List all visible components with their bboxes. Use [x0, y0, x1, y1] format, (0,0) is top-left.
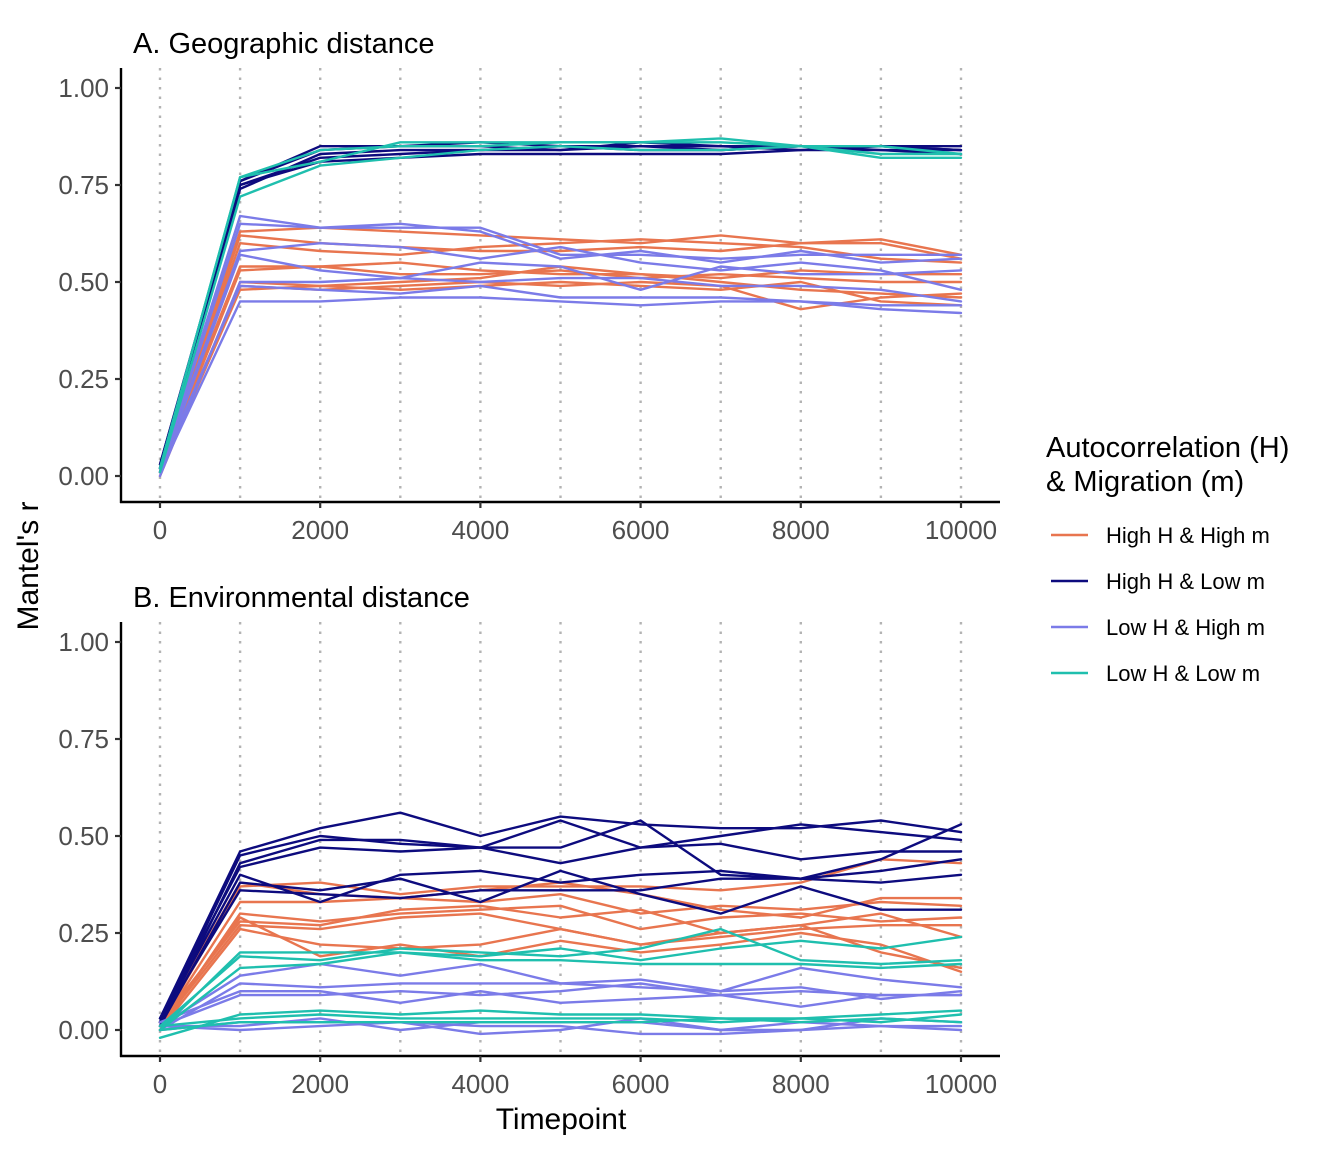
series-line	[158, 811, 963, 1020]
series-line	[158, 1017, 963, 1032]
series-line	[158, 238, 963, 474]
series-line	[158, 276, 963, 478]
series-line	[158, 226, 963, 470]
y-tick-label: 0.50	[58, 821, 109, 851]
series-line	[158, 261, 963, 470]
legend: Autocorrelation (H) & Migration (m) High…	[1046, 432, 1289, 686]
series-line	[158, 137, 963, 470]
series-line	[158, 869, 963, 1028]
series-line	[158, 951, 963, 1032]
series-line	[158, 924, 963, 1032]
panel-b-title: B. Environmental distance	[133, 582, 470, 614]
series-line	[158, 241, 963, 470]
y-tick-label: 1.00	[58, 73, 109, 103]
x-tick-label: 6000	[612, 515, 670, 545]
series-line	[158, 893, 963, 1028]
series-line	[158, 916, 963, 1028]
panel-a-title: A. Geographic distance	[133, 28, 434, 60]
series-line	[158, 982, 963, 1032]
y-tick-label: 0.75	[58, 724, 109, 754]
x-tick-label: 2000	[291, 1069, 349, 1099]
series-line	[158, 253, 963, 474]
y-tick-label: 0.25	[58, 918, 109, 948]
legend-label: High H & Low m	[1106, 569, 1265, 594]
x-tick-label: 8000	[772, 1069, 830, 1099]
x-tick-label: 10000	[925, 515, 997, 545]
series-line	[158, 284, 963, 470]
series-line	[158, 1013, 963, 1028]
series-line	[158, 1021, 963, 1036]
legend-title-line1: Autocorrelation (H)	[1046, 432, 1289, 464]
series-line	[158, 1009, 963, 1040]
y-tick-label: 0.00	[58, 461, 109, 491]
series-line	[158, 990, 963, 1024]
series-line	[158, 234, 963, 474]
y-tick-label: 0.25	[58, 364, 109, 394]
x-tick-label: 2000	[291, 515, 349, 545]
y-tick-label: 0.75	[58, 170, 109, 200]
series-line	[158, 904, 963, 1032]
series-line	[158, 935, 963, 1032]
series-line	[158, 265, 963, 474]
legend-title-line2: & Migration (m)	[1046, 466, 1244, 498]
x-axis-title: Timepoint	[496, 1103, 627, 1136]
x-tick-label: 6000	[612, 1069, 670, 1099]
series-line	[158, 222, 963, 474]
y-tick-label: 0.00	[58, 1015, 109, 1045]
series-line	[158, 144, 963, 474]
y-tick-label: 0.50	[58, 267, 109, 297]
x-tick-label: 4000	[451, 1069, 509, 1099]
series-line	[158, 873, 963, 1024]
series-line	[158, 819, 963, 1024]
x-tick-label: 0	[153, 1069, 167, 1099]
panel-geographic-distance: A. Geographic distance 0.00 0.25 0.50 0.75 1…	[58, 28, 1000, 545]
legend-label: Low H & High m	[1106, 615, 1265, 640]
legend-label: High H & High m	[1106, 523, 1270, 548]
x-tick-label: 8000	[772, 515, 830, 545]
x-tick-label: 0	[153, 515, 167, 545]
x-tick-label: 4000	[451, 515, 509, 545]
series-line	[158, 280, 963, 474]
y-tick-label: 1.00	[58, 627, 109, 657]
series-line	[158, 819, 963, 1028]
series-line	[158, 842, 963, 1020]
series-line	[158, 927, 963, 1028]
y-axis-title: Mantel's r	[12, 501, 45, 630]
panel-environmental-distance: B. Environmental distance 0.00 0.25 0.50 0.…	[58, 582, 1000, 1099]
series-line	[158, 904, 963, 1024]
series-line	[158, 982, 963, 1028]
legend-label: Low H & Low m	[1106, 661, 1260, 686]
series-line	[158, 144, 963, 474]
x-tick-label: 10000	[925, 1069, 997, 1099]
series-line	[158, 858, 963, 1028]
series-line	[158, 296, 963, 474]
